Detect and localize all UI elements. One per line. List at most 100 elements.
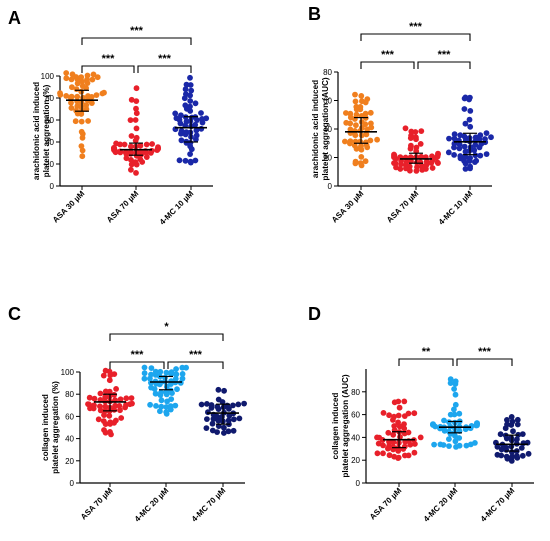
data-point	[192, 157, 199, 164]
data-point	[435, 160, 441, 167]
significance-label: ***	[131, 349, 145, 361]
significance-bracket: ***	[360, 49, 415, 69]
data-point	[386, 412, 392, 419]
data-point	[380, 442, 386, 449]
data-point	[168, 369, 175, 375]
significance-label: ***	[130, 25, 144, 37]
data-point	[163, 369, 170, 376]
data-point	[374, 434, 380, 441]
data-point	[198, 110, 204, 116]
y-tick-label: 20	[45, 160, 54, 169]
data-point	[467, 144, 474, 151]
data-point	[187, 103, 193, 110]
data-point	[127, 117, 134, 123]
data-point	[347, 126, 354, 133]
data-point	[174, 386, 180, 393]
data-point	[178, 112, 184, 119]
data-point	[395, 454, 402, 461]
data-point	[215, 396, 222, 403]
data-point	[72, 118, 79, 125]
data-point	[503, 453, 510, 460]
data-point	[214, 403, 221, 410]
data-point	[221, 387, 228, 394]
data-point	[68, 76, 75, 83]
data-point	[187, 158, 194, 165]
data-point	[367, 109, 374, 116]
data-point	[179, 371, 186, 377]
data-point	[128, 395, 135, 401]
data-point	[69, 71, 76, 78]
data-point	[63, 93, 70, 99]
data-point	[358, 132, 365, 139]
data-point	[215, 386, 222, 393]
data-point	[405, 410, 412, 417]
data-point	[477, 152, 484, 159]
data-point	[182, 157, 189, 164]
data-point	[111, 371, 118, 377]
data-point	[235, 401, 242, 408]
data-point	[368, 120, 374, 127]
data-point	[163, 404, 170, 410]
data-point	[133, 105, 139, 112]
data-point	[89, 100, 95, 106]
data-point	[95, 416, 102, 423]
data-point	[402, 125, 409, 132]
y-axis-label-line2: platelet aggregation (AUC)	[341, 374, 350, 478]
y-axis-label-line1: collagen induced	[41, 394, 50, 461]
data-point	[133, 125, 140, 132]
data-point	[452, 391, 459, 398]
data-point	[374, 136, 380, 143]
data-point	[68, 105, 75, 111]
data-point	[358, 93, 365, 99]
data-point	[183, 129, 190, 136]
data-point	[391, 413, 397, 420]
significance-label: ***	[102, 53, 116, 65]
data-point	[446, 419, 452, 425]
data-point	[153, 403, 159, 409]
data-point	[209, 420, 216, 427]
data-point	[74, 103, 81, 110]
data-point	[127, 149, 134, 156]
data-point	[182, 86, 189, 93]
data-point	[100, 372, 107, 379]
data-point	[127, 166, 134, 173]
data-point	[386, 443, 392, 449]
data-point	[221, 424, 227, 431]
data-point	[417, 159, 424, 166]
data-point	[519, 431, 526, 437]
significance-label: ***	[158, 53, 172, 65]
data-point	[405, 429, 412, 436]
data-point	[417, 141, 424, 147]
data-point	[68, 93, 75, 100]
data-point	[452, 438, 459, 445]
significance-bracket: ***	[109, 349, 165, 369]
data-point	[497, 431, 504, 438]
data-point	[183, 91, 189, 97]
data-point	[187, 74, 193, 81]
bracket-line	[81, 65, 135, 73]
y-tick-label: 80	[323, 68, 332, 77]
data-point	[141, 370, 148, 377]
data-point	[473, 157, 480, 164]
data-point	[132, 159, 139, 166]
data-point	[461, 143, 468, 150]
data-point	[133, 110, 140, 117]
significance-bracket: ***	[167, 349, 224, 369]
category-label: ASA 70 µM	[105, 189, 141, 225]
data-point	[358, 143, 364, 150]
data-point	[178, 127, 185, 134]
data-point	[152, 390, 159, 397]
data-point	[97, 403, 103, 410]
data-point	[88, 94, 95, 100]
category-label: ASA 30 µM	[51, 189, 87, 225]
data-point	[467, 108, 474, 114]
category-label: 4-MC 70 µM	[479, 486, 517, 524]
data-point	[86, 394, 93, 401]
y-axis-label-line2: platelet aggregation (%)	[51, 381, 60, 474]
data-point	[445, 149, 452, 156]
data-point	[231, 416, 237, 423]
data-point	[418, 128, 425, 135]
data-point	[148, 147, 155, 154]
data-point	[148, 371, 154, 378]
